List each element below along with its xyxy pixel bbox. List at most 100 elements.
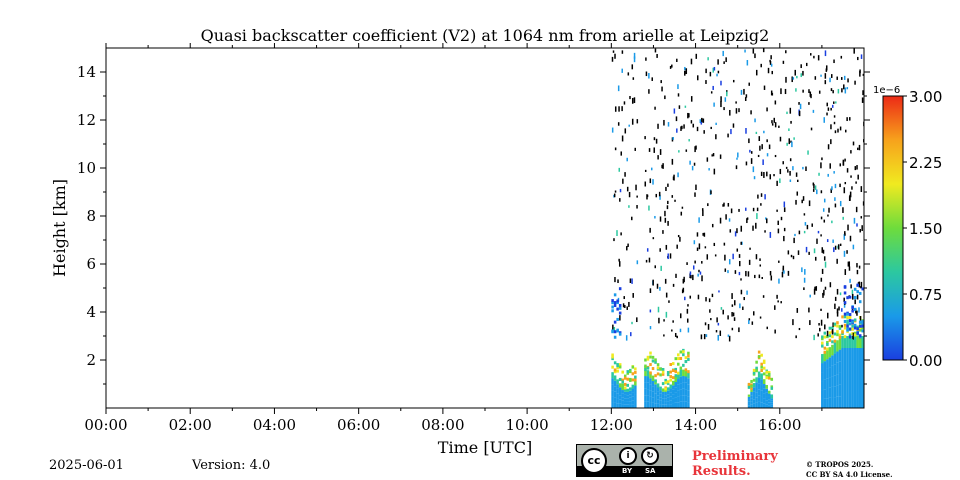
backscatter-cell [727, 133, 729, 138]
backscatter-cell [649, 178, 652, 184]
backscatter-cell [648, 257, 651, 263]
backscatter-cell [827, 144, 830, 150]
backscatter-cell [623, 388, 627, 392]
backscatter-cell [629, 404, 632, 408]
backscatter-cell [611, 372, 614, 379]
backscatter-cell [750, 395, 753, 399]
backscatter-cell [614, 147, 617, 151]
backscatter-cell [623, 391, 627, 395]
backscatter-cell [664, 387, 667, 391]
footer-date: 2025-06-01 [49, 458, 124, 473]
backscatter-cell [634, 385, 637, 390]
backscatter-cell [713, 66, 716, 71]
backscatter-cell [661, 398, 665, 402]
backscatter-cell [649, 371, 652, 375]
backscatter-cell [621, 386, 624, 391]
backscatter-cell [789, 179, 792, 182]
backscatter-cell [738, 254, 741, 258]
backscatter-cell [838, 372, 842, 385]
backscatter-cell [732, 253, 734, 260]
backscatter-cell [707, 323, 710, 330]
backscatter-cell [836, 324, 839, 328]
backscatter-cell [856, 223, 858, 227]
backscatter-cell [618, 167, 621, 172]
backscatter-cell [774, 122, 777, 128]
backscatter-cell [695, 184, 697, 190]
backscatter-cell [631, 378, 635, 382]
backscatter-cell [783, 207, 786, 213]
backscatter-cell [813, 288, 816, 295]
backscatter-cell [677, 93, 680, 97]
backscatter-cell [666, 394, 670, 398]
backscatter-cell [616, 364, 619, 368]
backscatter-cell [644, 376, 647, 383]
backscatter-cell [856, 348, 859, 360]
backscatter-cell [631, 384, 635, 389]
backscatter-cell [833, 115, 836, 118]
backscatter-cell [757, 395, 761, 402]
backscatter-cell [833, 364, 837, 376]
backscatter-cell [843, 297, 845, 303]
backscatter-cell [848, 348, 852, 360]
backscatter-cell [821, 157, 823, 161]
backscatter-cell [745, 270, 747, 277]
backscatter-cell [853, 287, 857, 291]
backscatter-cell [851, 327, 854, 331]
backscatter-cell [715, 330, 718, 333]
backscatter-cell [674, 387, 678, 393]
backscatter-cell [814, 286, 816, 291]
backscatter-cell [618, 403, 622, 408]
backscatter-cell [824, 324, 826, 330]
backscatter-cell [848, 384, 852, 396]
backscatter-cell [651, 355, 655, 359]
backscatter-cell [752, 225, 754, 231]
backscatter-cell [739, 303, 741, 309]
backscatter-cell [657, 123, 659, 129]
backscatter-cell [661, 382, 665, 386]
backscatter-cell [690, 275, 692, 279]
backscatter-cell [816, 238, 818, 244]
backscatter-cell [757, 401, 761, 408]
backscatter-cell [769, 270, 772, 276]
backscatter-cell [851, 289, 854, 295]
backscatter-cell [734, 231, 737, 237]
backscatter-cell [811, 223, 813, 227]
backscatter-cell [661, 370, 665, 374]
backscatter-cell [674, 370, 678, 374]
backscatter-cell [686, 318, 689, 323]
backscatter-cell [833, 353, 837, 365]
backscatter-cell [656, 403, 660, 408]
backscatter-cell [751, 321, 754, 325]
backscatter-cell [687, 354, 690, 358]
backscatter-cell [800, 73, 802, 78]
backscatter-cell [774, 154, 777, 158]
plot-frame [105, 47, 865, 409]
backscatter-cell [692, 123, 695, 128]
backscatter-cell [613, 335, 617, 339]
backscatter-cell [728, 335, 731, 342]
backscatter-cell [798, 327, 801, 331]
backscatter-cell [677, 172, 679, 178]
backscatter-cell [851, 336, 854, 348]
backscatter-cell [722, 204, 724, 207]
backscatter-cell [824, 80, 827, 85]
backscatter-cell [669, 375, 672, 379]
backscatter-cell [770, 394, 774, 398]
backscatter-cell [694, 192, 696, 197]
backscatter-cell [814, 76, 817, 80]
backscatter-cell [836, 311, 839, 317]
y-tick-label: 2 [86, 351, 96, 369]
backscatter-cell [762, 398, 766, 404]
backscatter-cell [613, 375, 617, 381]
backscatter-cell [688, 139, 690, 142]
backscatter-cell [689, 160, 691, 165]
backscatter-cell [755, 131, 758, 135]
backscatter-cell [651, 380, 655, 387]
backscatter-cell [865, 89, 867, 93]
backscatter-cell [631, 392, 635, 397]
backscatter-cell [856, 360, 859, 372]
backscatter-cell [843, 360, 847, 372]
backscatter-cell [842, 159, 845, 166]
backscatter-cell [673, 108, 676, 114]
backscatter-cell [828, 207, 830, 213]
